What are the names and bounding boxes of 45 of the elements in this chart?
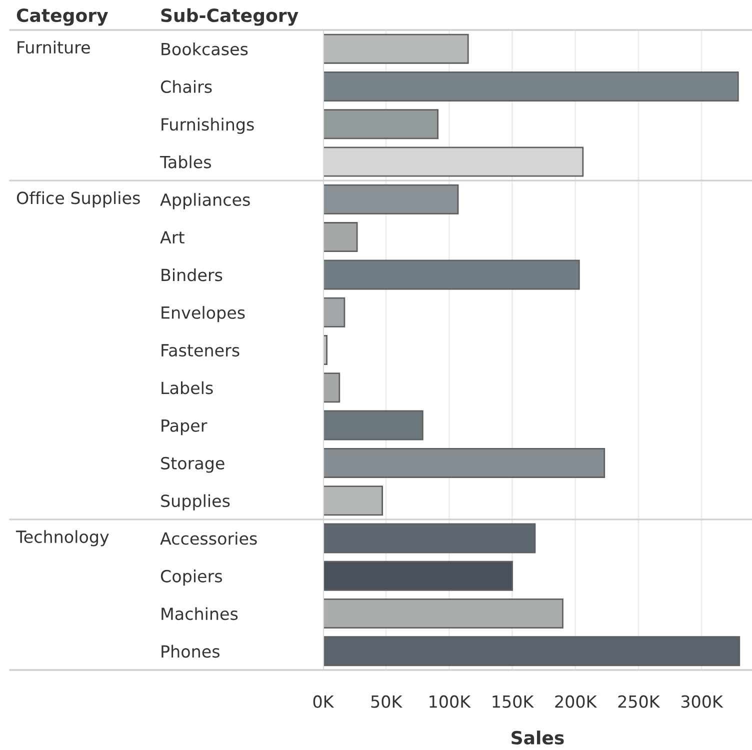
y-tick-label: Art bbox=[160, 231, 184, 244]
bar bbox=[323, 222, 358, 252]
x-tick-label: 300K bbox=[681, 695, 724, 708]
x-tick-label: 150K bbox=[492, 695, 534, 708]
bar bbox=[323, 410, 424, 440]
bar bbox=[323, 636, 740, 666]
text: Office Supplies bbox=[16, 191, 140, 208]
text: Technology bbox=[16, 530, 109, 546]
bar bbox=[323, 598, 564, 629]
y-tick-label: Envelopes bbox=[162, 306, 245, 322]
y-tick-label: Copiers bbox=[160, 570, 222, 586]
y-tick-label: Labels bbox=[162, 381, 213, 394]
bar bbox=[323, 448, 606, 478]
bar bbox=[323, 260, 580, 290]
y-tick-label: Furnishings bbox=[162, 118, 254, 134]
bar bbox=[323, 560, 513, 591]
x-tick-label: 200K bbox=[555, 695, 598, 708]
bar bbox=[323, 184, 459, 214]
x-tick-label: 0K bbox=[313, 695, 334, 708]
y-tick-label: Chairs bbox=[160, 80, 212, 94]
bar bbox=[323, 34, 469, 64]
y-axis-title: Sub-Category bbox=[161, 8, 298, 26]
y-tick-label: Fasteners bbox=[162, 344, 240, 357]
y-tick-label: Tables bbox=[160, 155, 211, 168]
x-tick-label: 100K bbox=[430, 695, 471, 708]
y-tick-label: Accessories bbox=[160, 532, 257, 545]
y-tick-label: Paper bbox=[162, 419, 208, 436]
x-tick-label: 50K bbox=[371, 695, 403, 708]
y-tick-label: Storage bbox=[161, 456, 224, 473]
bar bbox=[323, 71, 739, 102]
bar bbox=[323, 523, 536, 554]
y-tick-label: Appliances bbox=[160, 193, 250, 210]
y-tick-label: Machines bbox=[162, 607, 238, 620]
y-tick-label: Phones bbox=[162, 644, 220, 658]
x-tick-label: 250K bbox=[618, 695, 660, 708]
bar bbox=[323, 297, 346, 328]
x-axis-title: Sales bbox=[512, 730, 564, 745]
y-tick-label: Bookcases bbox=[162, 42, 248, 56]
y-tick-label: Supplies bbox=[161, 494, 230, 510]
text: Category bbox=[16, 8, 108, 26]
y-tick-label: Binders bbox=[162, 268, 222, 282]
bar bbox=[323, 486, 383, 516]
bar bbox=[323, 109, 439, 140]
bar bbox=[323, 372, 340, 403]
text: Furniture bbox=[18, 40, 90, 54]
